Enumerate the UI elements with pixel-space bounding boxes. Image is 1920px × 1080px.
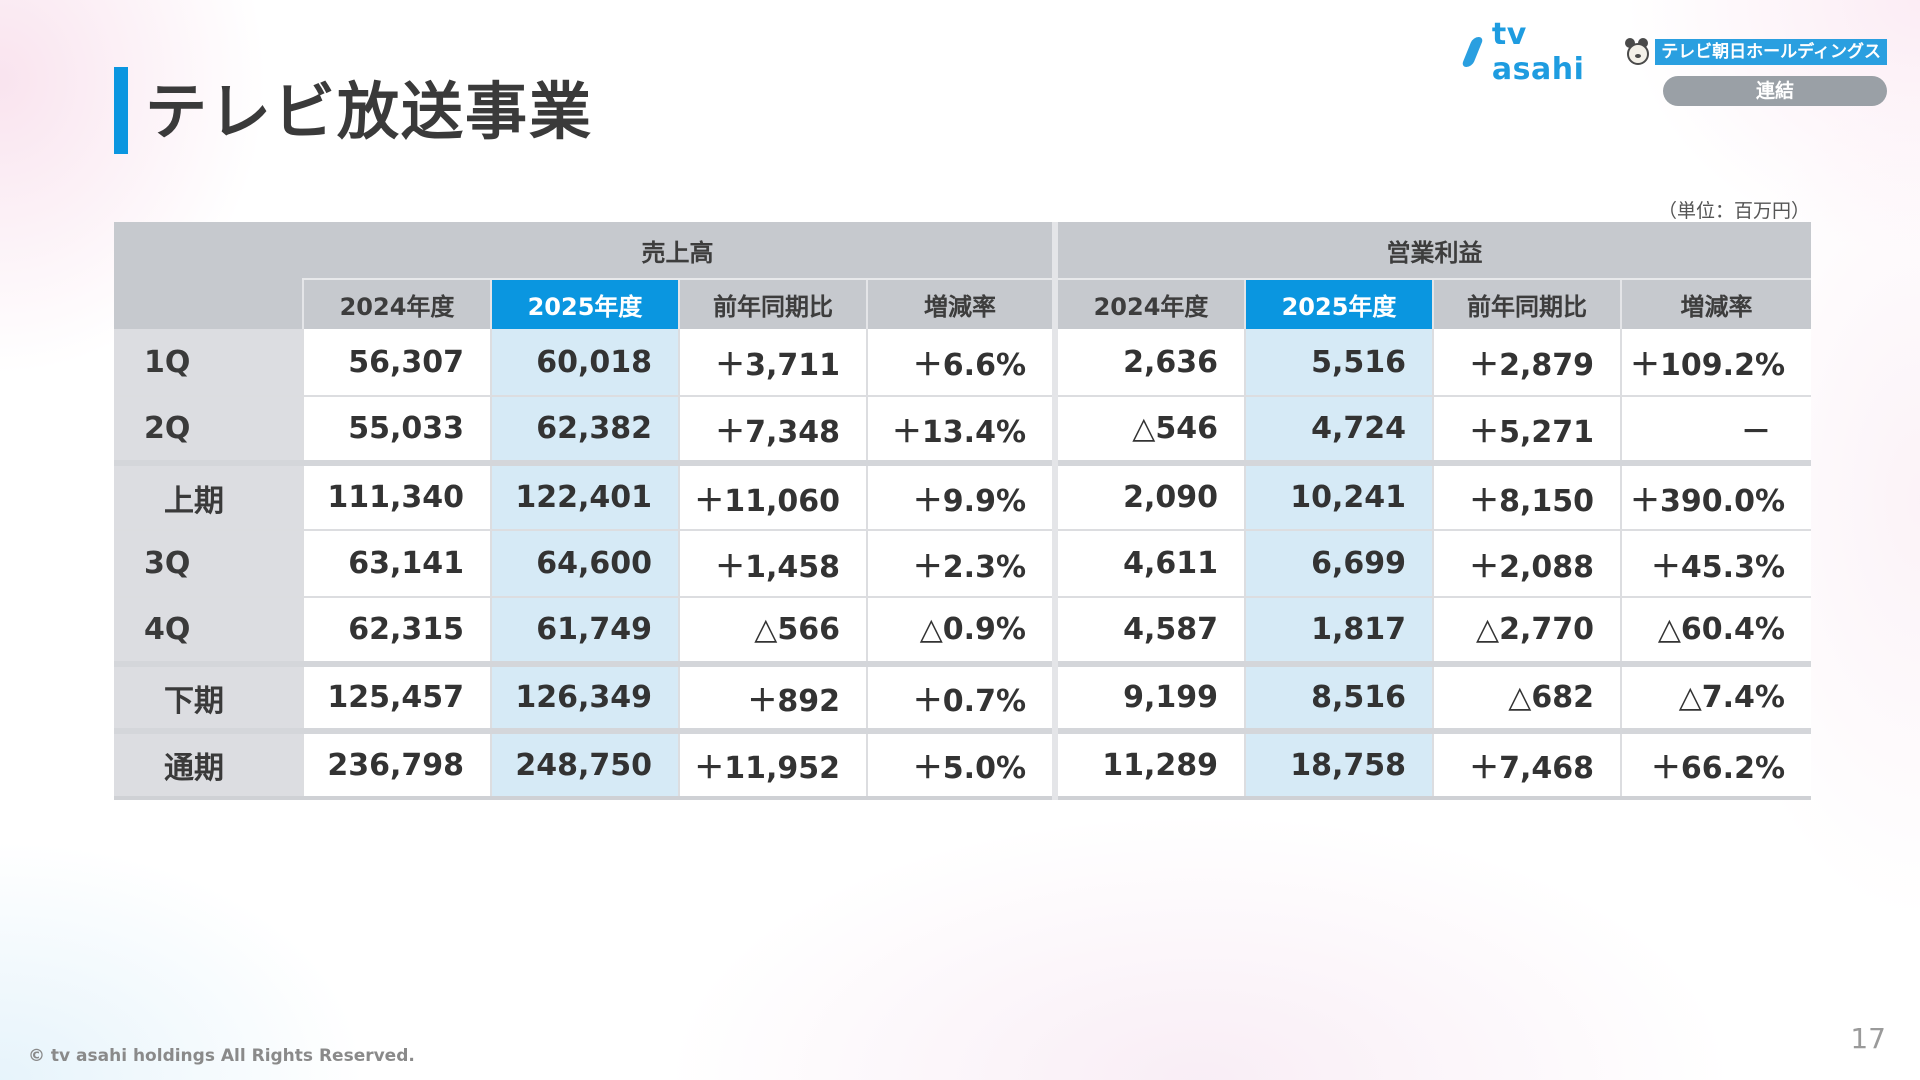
- table-cell: ＋66.2%: [1620, 728, 1811, 800]
- table-cell: ＋11,952: [678, 728, 867, 800]
- table-row: 上期 111,340 122,401 ＋11,060 ＋9.9% 2,090 10,241 ＋…: [114, 460, 1811, 531]
- table-cell: ＋45.3%: [1620, 530, 1811, 598]
- table-cell: 6,699: [1244, 530, 1433, 598]
- row-label: 下期: [114, 661, 303, 732]
- table-cell: 126,349: [490, 661, 679, 732]
- table-cell: 5,516: [1244, 329, 1433, 397]
- row-label: 2Q: [114, 396, 303, 464]
- unit-label: （単位：百万円）: [1657, 200, 1810, 222]
- table-cell: ＋2.3%: [866, 530, 1055, 598]
- column-header: 増減率: [866, 279, 1055, 329]
- table-cell: 64,600: [490, 530, 679, 598]
- row-label: 1Q: [114, 329, 303, 397]
- brand-logo: tv asahi テレビ朝日ホールディングス 連結: [1460, 17, 1887, 110]
- group-header-sales: 売上高: [303, 222, 1055, 280]
- mascot-bear-icon: [1624, 38, 1649, 66]
- table-cell: 248,750: [490, 728, 679, 800]
- row-label: 4Q: [114, 597, 303, 665]
- column-header-highlight: 2025年度: [490, 279, 679, 329]
- table-cell: △546: [1052, 396, 1245, 464]
- table-cell: ＋109.2%: [1620, 329, 1811, 397]
- table-cell: ＋7,348: [678, 396, 867, 464]
- column-header: 前年同期比: [1432, 279, 1621, 329]
- table-row: 4Q 62,315 61,749 △566 △0.9% 4,587 1,817 △2,770 △…: [114, 597, 1811, 665]
- table-cell: 125,457: [302, 661, 491, 732]
- table-cell: ＋9.9%: [866, 460, 1055, 531]
- table-row: 下期 125,457 126,349 ＋892 ＋0.7% 9,199 8,516 △682 △…: [114, 661, 1811, 732]
- table-cell: ＋7,468: [1432, 728, 1621, 800]
- table-cell: ＋2,879: [1432, 329, 1621, 397]
- table-cell: ＋892: [678, 661, 867, 732]
- table-cell: ＋0.7%: [866, 661, 1055, 732]
- row-label: 3Q: [114, 530, 303, 598]
- table-cell: 122,401: [490, 460, 679, 531]
- table-cell: 63,141: [302, 530, 491, 598]
- table-cell: 61,749: [490, 597, 679, 665]
- logo-row: tv asahi テレビ朝日ホールディングス: [1460, 17, 1887, 87]
- table-row: 3Q 63,141 64,600 ＋1,458 ＋2.3% 4,611 6,699 ＋2,08…: [114, 530, 1811, 598]
- table-cell: 11,289: [1052, 728, 1245, 800]
- group-header-operating-profit: 営業利益: [1052, 222, 1811, 280]
- table-cell: 9,199: [1052, 661, 1245, 732]
- column-header: 2024年度: [302, 279, 491, 329]
- table-cell: ＋2,088: [1432, 530, 1621, 598]
- column-header: 2024年度: [1052, 279, 1245, 329]
- table-cell: △60.4%: [1620, 597, 1811, 665]
- table-cell: ＋8,150: [1432, 460, 1621, 531]
- table-body: 1Q 56,307 60,018 ＋3,711 ＋6.6% 2,636 5,516 ＋2,87…: [114, 329, 1811, 800]
- title-accent-bar: [114, 67, 128, 154]
- table-cell: △2,770: [1432, 597, 1621, 665]
- table-row: 2Q 55,033 62,382 ＋7,348 ＋13.4% △546 4,724 ＋5,27…: [114, 396, 1811, 464]
- table-cell: 236,798: [302, 728, 491, 800]
- table-cell: 18,758: [1244, 728, 1433, 800]
- table-row: 通期 236,798 248,750 ＋11,952 ＋5.0% 11,289 18,758…: [114, 728, 1811, 800]
- page-number: 17: [1850, 1022, 1886, 1055]
- table-cell: 2,636: [1052, 329, 1245, 397]
- consolidated-badge: 連結: [1663, 76, 1887, 106]
- table-cell: 60,018: [490, 329, 679, 397]
- table-cell: 4,587: [1052, 597, 1245, 665]
- table-cell: △0.9%: [866, 597, 1055, 665]
- table-cell: 4,611: [1052, 530, 1245, 598]
- table-cell: －: [1620, 396, 1811, 464]
- table-cell: ＋390.0%: [1620, 460, 1811, 531]
- table-cell: 111,340: [302, 460, 491, 531]
- copyright: © tv asahi holdings All Rights Reserved.: [28, 1046, 415, 1066]
- table-cell: 2,090: [1052, 460, 1245, 531]
- table-cell: 10,241: [1244, 460, 1433, 531]
- column-header: 増減率: [1620, 279, 1811, 329]
- table-cell: ＋1,458: [678, 530, 867, 598]
- table-cell: 55,033: [302, 396, 491, 464]
- table-cell: ＋13.4%: [866, 396, 1055, 464]
- table-cell: ＋6.6%: [866, 329, 1055, 397]
- column-header: 前年同期比: [678, 279, 867, 329]
- table-cell: 56,307: [302, 329, 491, 397]
- table-cell: ＋5.0%: [866, 728, 1055, 800]
- table-cell: ＋5,271: [1432, 396, 1621, 464]
- table-cell: △682: [1432, 661, 1621, 732]
- table-cell: ＋11,060: [678, 460, 867, 531]
- table-cell: 4,724: [1244, 396, 1433, 464]
- table-cell: 62,315: [302, 597, 491, 665]
- table-cell: △566: [678, 597, 867, 665]
- table-corner-cell: [114, 222, 303, 329]
- logo-text: tv asahi: [1491, 17, 1585, 87]
- row-label: 上期: [114, 460, 303, 531]
- column-header-highlight: 2025年度: [1244, 279, 1433, 329]
- logo-slash-icon: [1460, 37, 1484, 67]
- table-cell: 1,817: [1244, 597, 1433, 665]
- financial-table: 売上高 営業利益 2024年度 2025年度 前年同期比 増減率 2024年度 …: [114, 222, 1811, 800]
- logo-company-name: テレビ朝日ホールディングス: [1655, 39, 1887, 65]
- table-row: 1Q 56,307 60,018 ＋3,711 ＋6.6% 2,636 5,516 ＋2,87…: [114, 329, 1811, 397]
- page-title: テレビ放送事業: [145, 75, 594, 148]
- table-cell: ＋3,711: [678, 329, 867, 397]
- table-cell: △7.4%: [1620, 661, 1811, 732]
- table-cell: 62,382: [490, 396, 679, 464]
- table-cell: 8,516: [1244, 661, 1433, 732]
- row-label: 通期: [114, 728, 303, 800]
